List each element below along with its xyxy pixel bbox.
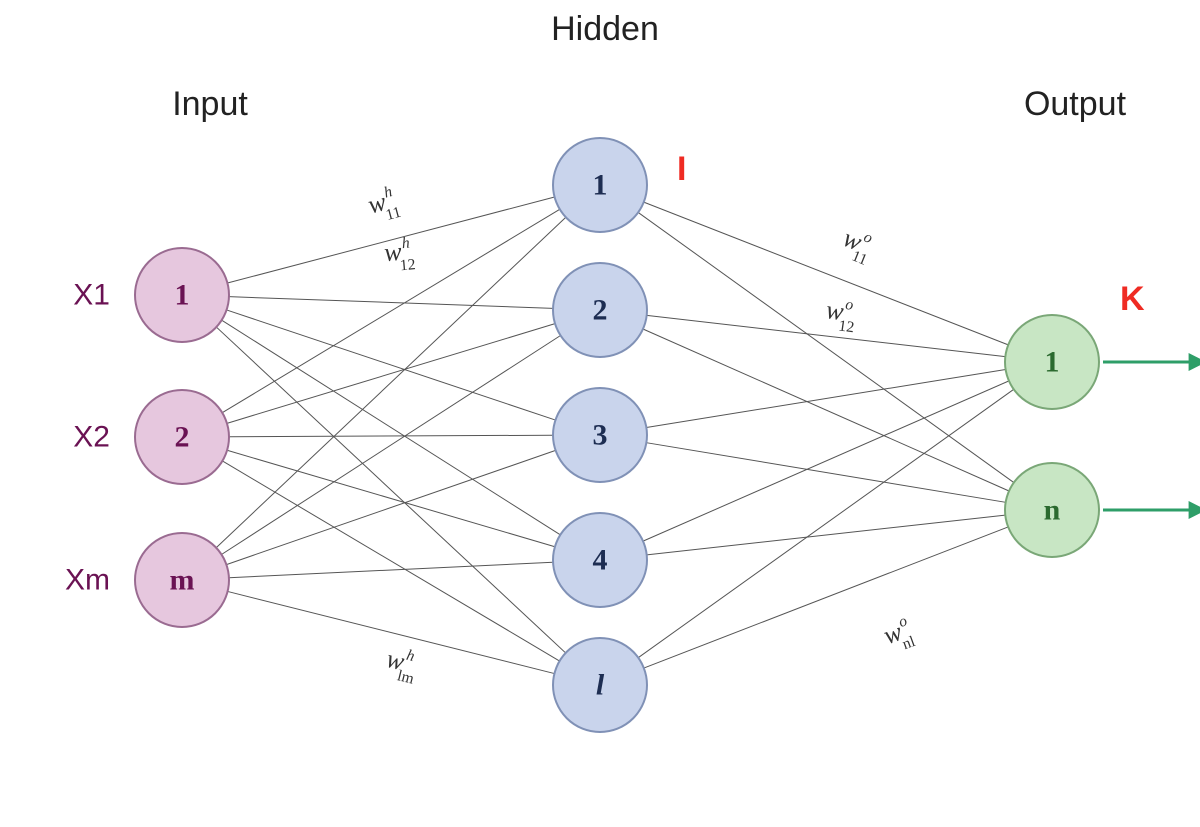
edge	[644, 527, 1008, 668]
weight-label: whlm	[382, 642, 421, 687]
weight-label: wonl	[879, 612, 918, 658]
hidden-node-label: 3	[593, 419, 608, 452]
output-arrows-group	[1103, 362, 1200, 510]
svg-text:wo11: wo11	[836, 222, 878, 269]
edge	[638, 389, 1014, 657]
weight-label: wo12	[823, 293, 858, 336]
edge	[638, 212, 1014, 482]
edge	[646, 443, 1005, 503]
weight-label: wo11	[836, 222, 878, 269]
svg-text:whlm: whlm	[382, 642, 421, 687]
edge	[222, 461, 559, 661]
svg-text:wo12: wo12	[823, 293, 858, 336]
edge	[222, 320, 561, 535]
input-annotation: Xm	[65, 564, 110, 597]
edge	[646, 369, 1005, 427]
hidden-node-label: 2	[593, 294, 608, 327]
hidden-node-label: 4	[593, 544, 608, 577]
edge	[229, 435, 553, 437]
hidden-node: 3	[553, 388, 647, 482]
layer-letters-group: IK	[677, 150, 1145, 318]
output-node-label: n	[1044, 494, 1061, 527]
input-layer-title: Input	[172, 85, 248, 123]
input-node: m	[135, 533, 229, 627]
input-annotation: X2	[73, 421, 110, 454]
hidden-node-label: 1	[593, 169, 608, 202]
edge	[229, 562, 553, 578]
hidden-layer-title: Hidden	[551, 10, 659, 48]
hidden-node: 4	[553, 513, 647, 607]
edge	[226, 450, 555, 564]
nodes-group: 1 2 m 1 2 3 4 l 1 n	[135, 138, 1099, 732]
svg-text:wonl: wonl	[879, 612, 918, 658]
svg-text:wh11: wh11	[364, 182, 403, 227]
edge	[221, 336, 560, 555]
hidden-node: 1	[553, 138, 647, 232]
input-node-label: 1	[175, 279, 190, 312]
edge	[643, 329, 1009, 491]
output-node: n	[1005, 463, 1099, 557]
hidden-layer-letter: I	[677, 150, 686, 188]
hidden-node: 2	[553, 263, 647, 357]
edge	[229, 297, 553, 309]
input-node-label: m	[170, 564, 195, 597]
input-node-label: 2	[175, 421, 190, 454]
edge	[227, 310, 556, 420]
input-annotations-group: X1 X2 Xm	[65, 279, 110, 597]
output-node: 1	[1005, 315, 1099, 409]
edge	[643, 381, 1009, 541]
hidden-node-label: l	[596, 669, 605, 702]
input-annotation: X1	[73, 279, 110, 312]
hidden-node: l	[553, 638, 647, 732]
edge	[227, 324, 555, 424]
output-layer-title: Output	[1024, 85, 1127, 123]
weight-label: wh11	[364, 182, 403, 227]
input-node: 2	[135, 390, 229, 484]
input-node: 1	[135, 248, 229, 342]
titles-group: Input Hidden Output	[172, 10, 1126, 123]
output-layer-letter: K	[1120, 280, 1145, 318]
svg-text:wh12: wh12	[383, 234, 416, 276]
output-node-label: 1	[1045, 346, 1060, 379]
edge	[216, 327, 565, 653]
edge	[227, 450, 555, 546]
weight-label: wh12	[383, 234, 416, 276]
